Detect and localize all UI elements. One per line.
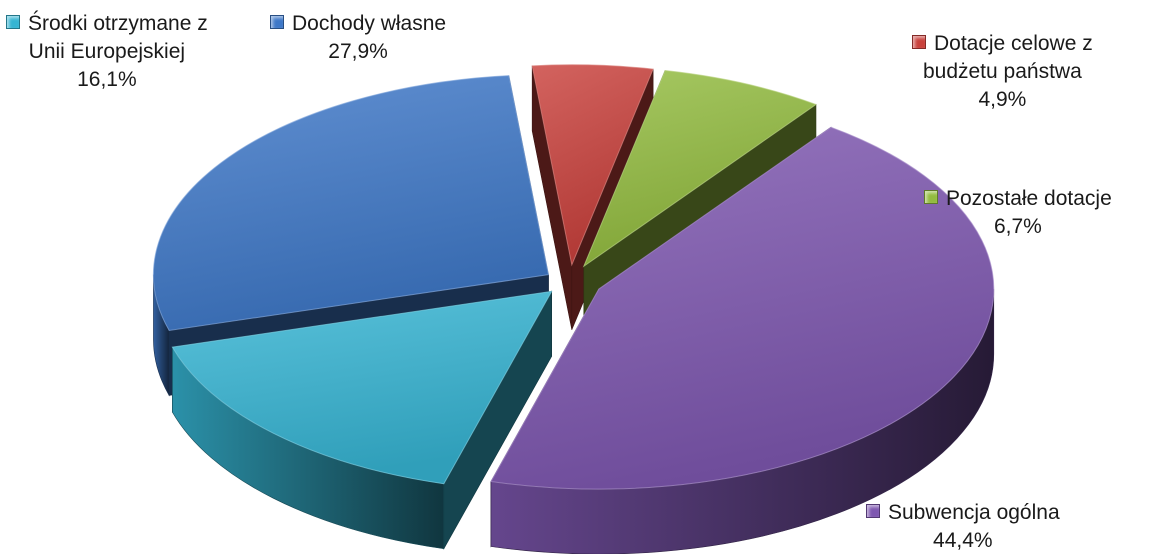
pie-slice-subwencja [490,126,995,490]
slice-name-srodki-ue-line2: Unii Europejskiej [28,40,186,63]
legend-swatch-srodki-ue [6,15,20,29]
pie-slice-dochody-wlasne [152,75,550,331]
slice-value-pozostale-dotacje: 6,7% [993,215,1042,238]
legend-swatch-subwencja [866,504,880,518]
slice-value-dochody-wlasne: 27,9% [328,40,388,63]
slice-name-subwencja: Subwencja ogólna [888,501,1060,524]
legend-swatch-dotacje-celowe [912,35,926,49]
slice-value-srodki-ue: 16,1% [77,68,137,91]
label-dotacje-celowe: Dotacje celowe z budżetu państwa 4,9% [912,30,1093,114]
label-srodki-ue: Środki otrzymane z Unii Europejskiej 16,… [6,10,208,94]
pie-slice-dotacje-celowe [531,64,654,267]
label-subwencja: Subwencja ogólna 44,4% [866,499,1060,555]
slice-name-srodki-ue-line1: Środki otrzymane z [28,12,208,35]
label-dochody-wlasne: Dochody własne 27,9% [270,10,446,66]
slice-value-dotacje-celowe: 4,9% [978,88,1027,111]
slice-name-pozostale-dotacje: Pozostałe dotacje [946,187,1112,210]
pie-slice-pozostale-dotacje [582,70,818,268]
legend-swatch-dochody-wlasne [270,15,284,29]
legend-swatch-pozostale-dotacje [924,190,938,204]
slice-name-dochody-wlasne: Dochody własne [292,12,447,35]
pie-slice-srodki-ue [171,290,553,485]
slice-name-dotacje-celowe-line1: Dotacje celowe z [934,32,1093,55]
slice-value-subwencja: 44,4% [933,529,993,552]
slice-name-dotacje-celowe-line2: budżetu państwa [922,60,1082,83]
label-pozostale-dotacje: Pozostałe dotacje 6,7% [924,185,1112,241]
